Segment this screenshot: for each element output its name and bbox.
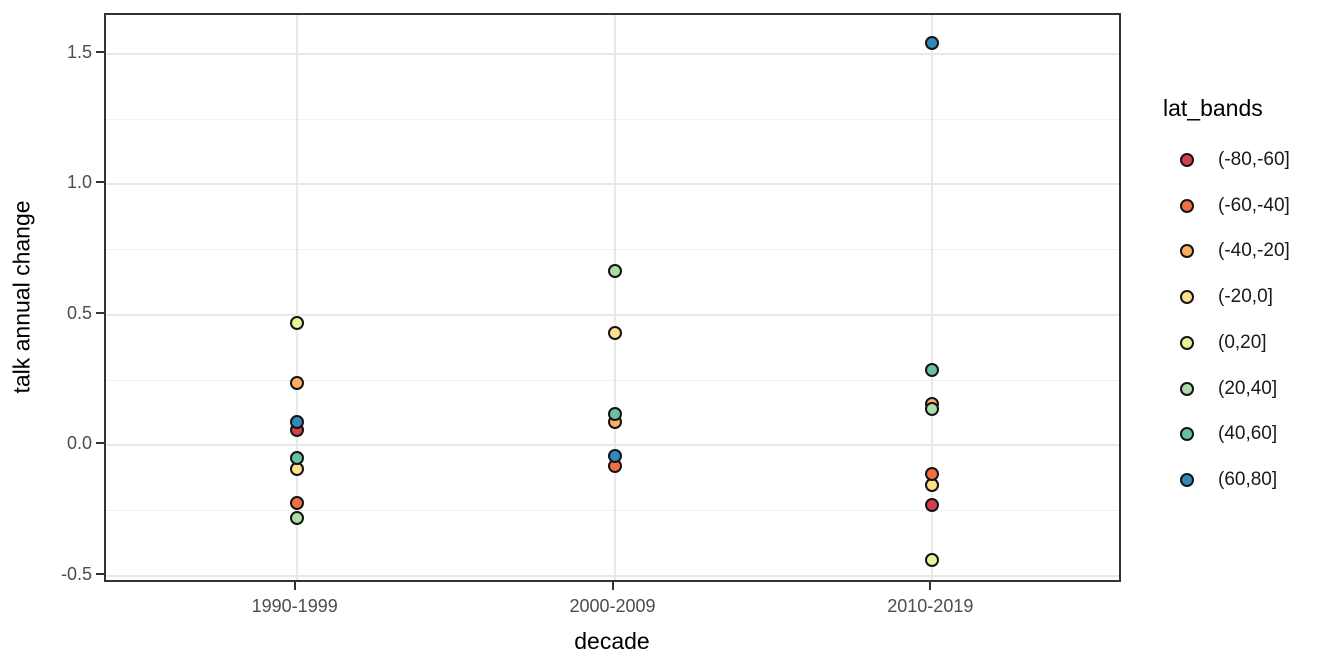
gridline-vertical (295, 15, 298, 580)
y-tick-label: 0.0 (66, 433, 92, 454)
x-axis-title: decade (574, 628, 650, 654)
data-point (607, 326, 622, 341)
legend-item-label: (40,60] (1218, 423, 1278, 445)
legend: lat_bands (-80,-60] (-60,-40] (-40,-20] (-2… (1158, 0, 1344, 672)
gridline-major (106, 313, 1119, 316)
gridline-vertical (931, 15, 934, 580)
data-point (925, 498, 940, 513)
data-point (289, 495, 304, 510)
y-tick-label: -0.5 (60, 563, 92, 584)
legend-swatch (1180, 335, 1194, 350)
data-point (925, 467, 940, 482)
gridline-major (106, 574, 1119, 577)
x-tick-mark (929, 582, 932, 590)
x-tick-label: 1990-1999 (251, 596, 338, 616)
legend-item-label: (-20,0] (1218, 286, 1273, 308)
y-tick-label: 1.0 (66, 172, 92, 193)
legend-title: lat_bands (1163, 95, 1263, 121)
legend-swatch (1180, 153, 1194, 167)
data-point (925, 36, 940, 51)
legend-swatch (1180, 198, 1194, 213)
data-point (925, 362, 940, 377)
gridline-minor (106, 510, 1119, 512)
y-tick-label: 0.5 (66, 302, 92, 323)
data-point (289, 375, 304, 390)
gridline-major (106, 183, 1119, 186)
y-tick-mark (96, 50, 104, 53)
y-tick-mark (96, 572, 104, 575)
legend-swatch (1180, 427, 1194, 442)
x-tick-mark (293, 582, 296, 590)
legend-item-label: (-60,-40] (1218, 194, 1290, 216)
data-point (289, 511, 304, 526)
data-point (289, 451, 304, 466)
y-tick-mark (96, 311, 104, 314)
legend-item-label: (-80,-60] (1218, 149, 1290, 170)
y-tick-label: 1.5 (66, 41, 92, 62)
x-tick-label: 2010-2019 (887, 596, 974, 616)
gridline-minor (106, 118, 1119, 120)
gridline-vertical (613, 15, 616, 580)
plot-panel (104, 13, 1121, 582)
data-point (925, 401, 940, 416)
data-point (607, 407, 622, 422)
gridline-major (106, 52, 1119, 55)
x-tick-label: 2000-2009 (569, 596, 656, 616)
data-point (289, 414, 304, 429)
legend-swatch (1180, 472, 1194, 487)
legend-item-label: (20,40] (1218, 377, 1278, 399)
legend-item-label: (-40,-20] (1218, 240, 1290, 262)
y-tick-mark (96, 442, 104, 445)
gridline-minor (106, 379, 1119, 381)
y-tick-mark (96, 181, 104, 184)
gridline-major (106, 444, 1119, 447)
legend-item-label: (60,80] (1218, 468, 1278, 490)
legend-swatch (1180, 290, 1194, 305)
legend-item-label: (0,20] (1218, 331, 1267, 353)
data-point (289, 315, 304, 330)
x-tick-mark (611, 582, 614, 590)
legend-swatch (1180, 244, 1194, 259)
data-point (607, 448, 622, 463)
data-point (925, 553, 940, 568)
data-point (607, 263, 622, 278)
y-axis-title: talk annual change (8, 200, 35, 394)
gridline-minor (106, 249, 1119, 251)
legend-swatch (1180, 381, 1194, 396)
